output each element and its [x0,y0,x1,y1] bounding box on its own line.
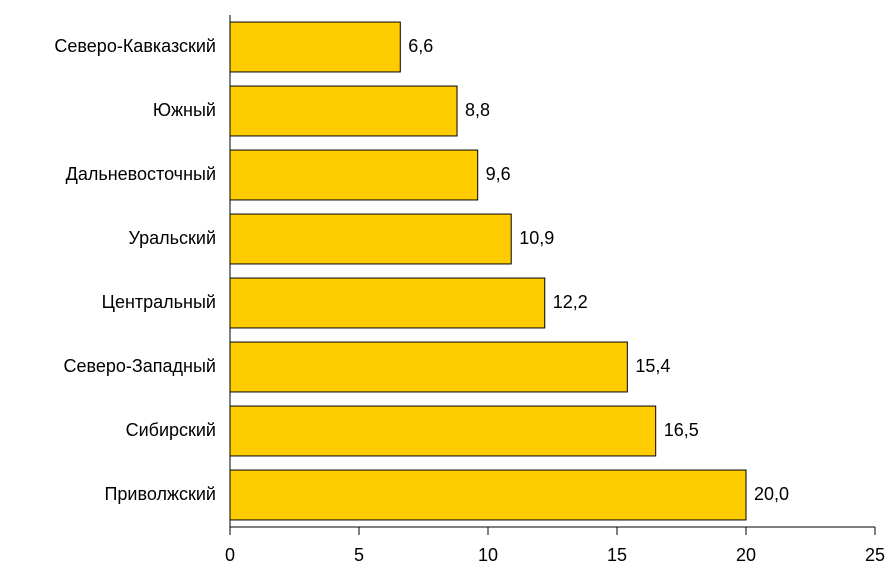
y-tick-label: Дальневосточный [66,164,216,184]
x-tick-label: 0 [225,545,235,565]
bar [229,341,628,393]
bar [229,213,512,265]
value-label: 16,5 [664,420,699,440]
x-tick-label: 20 [736,545,756,565]
value-label: 9,6 [486,164,511,184]
bar [229,21,401,73]
y-tick-label: Приволжский [104,484,216,504]
x-tick-label: 25 [865,545,885,565]
value-label: 20,0 [754,484,789,504]
bar [229,85,458,137]
bar [229,149,479,201]
bar [229,277,546,329]
y-tick-label: Уральский [128,228,216,248]
x-tick-label: 15 [607,545,627,565]
x-tick-label: 5 [354,545,364,565]
bar [229,469,747,521]
value-label: 15,4 [635,356,670,376]
y-tick-label: Северо-Западный [64,356,216,376]
y-tick-label: Северо-Кавказский [54,36,216,56]
y-tick-label: Южный [153,100,216,120]
x-tick-label: 10 [478,545,498,565]
y-tick-label: Центральный [102,292,216,312]
value-label: 12,2 [553,292,588,312]
value-label: 8,8 [465,100,490,120]
value-label: 10,9 [519,228,554,248]
bar [229,405,657,457]
y-tick-label: Сибирский [126,420,216,440]
value-label: 6,6 [408,36,433,56]
